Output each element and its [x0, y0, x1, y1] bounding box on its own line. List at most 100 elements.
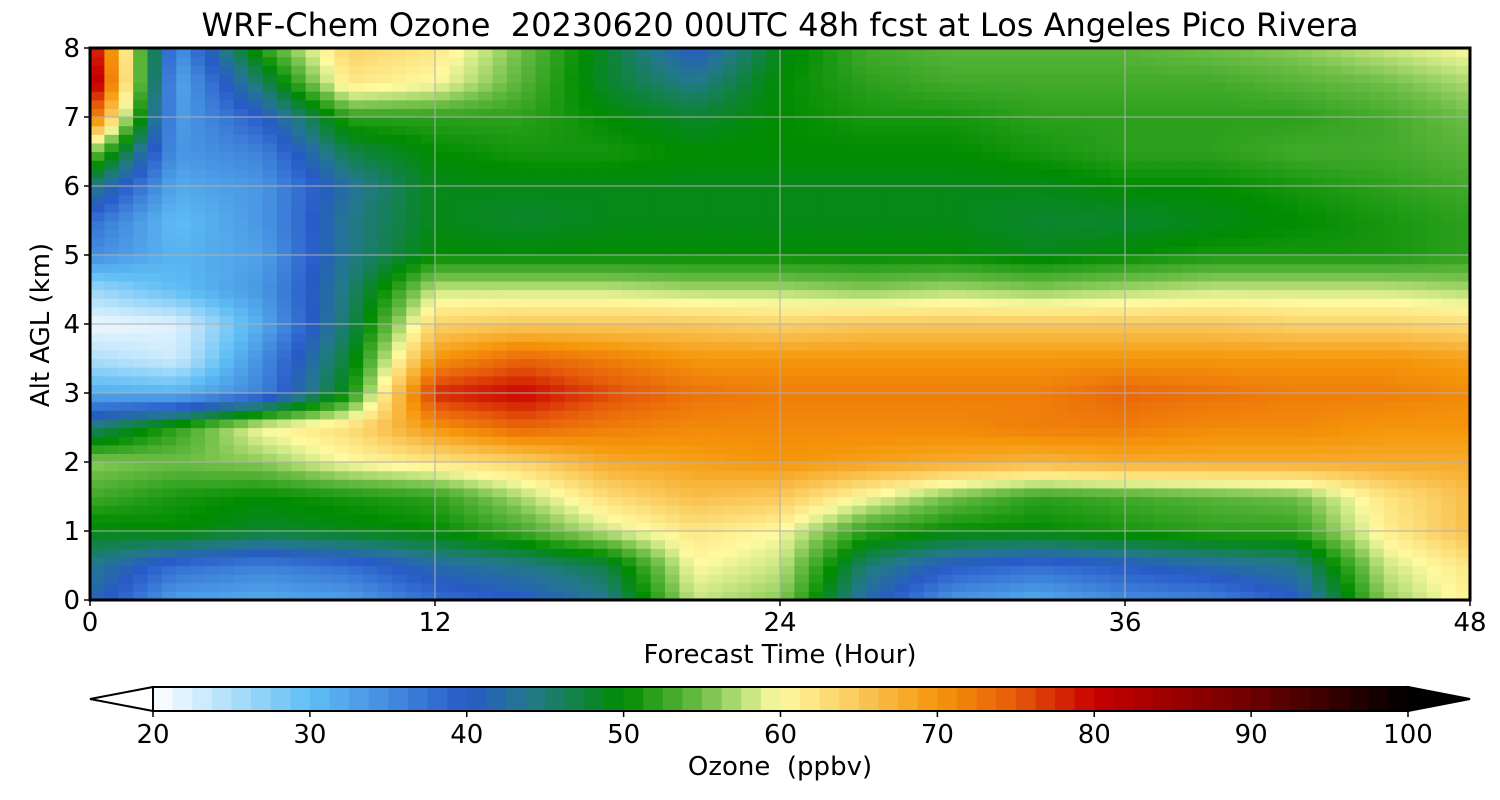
heat-cell [348, 479, 364, 489]
heat-cell [420, 505, 436, 515]
heat-cell [1168, 341, 1184, 351]
heat-cell [550, 289, 565, 299]
heat-cell [1125, 358, 1140, 368]
heat-cell [708, 444, 724, 454]
heat-cell [1398, 462, 1414, 472]
heat-cell [880, 556, 896, 567]
heat-cell [1398, 358, 1414, 368]
heat-cell [492, 272, 508, 282]
heat-cell [248, 358, 264, 368]
heat-cell [1211, 298, 1227, 308]
heat-cell [923, 324, 939, 334]
heat-cell [420, 401, 436, 411]
heat-cell [420, 255, 436, 265]
heat-cell [1240, 375, 1255, 385]
heat-cell [1182, 194, 1198, 204]
heat-cell [420, 246, 436, 256]
heat-cell [118, 375, 134, 385]
heat-cell [1168, 427, 1184, 437]
heat-cell [693, 246, 709, 256]
heat-cell [1441, 401, 1457, 411]
heat-cell [1455, 160, 1470, 170]
heat-cell [161, 211, 177, 222]
heat-cell [104, 427, 120, 437]
heat-cell [1311, 332, 1327, 342]
heat-cell [262, 168, 278, 178]
heat-cell [636, 186, 652, 196]
heat-cell [1081, 436, 1097, 446]
heat-cell [334, 393, 350, 403]
heat-cell [391, 186, 407, 196]
heat-cell [895, 539, 910, 549]
heat-cell [938, 444, 954, 454]
heat-cell [636, 203, 652, 213]
heat-cell [1311, 548, 1327, 558]
heat-cell [1383, 246, 1399, 256]
heat-cell [895, 462, 910, 472]
heat-cell [1038, 384, 1054, 394]
heat-cell [808, 462, 824, 472]
heat-cell [1254, 505, 1270, 515]
heat-cell [161, 358, 177, 368]
heat-cell [535, 211, 551, 222]
heat-cell [248, 255, 264, 265]
heat-cell [478, 280, 494, 291]
heat-cell [780, 582, 795, 592]
heat-cell [391, 289, 407, 299]
heat-cell [449, 479, 465, 489]
heat-cell [966, 505, 982, 515]
heat-cell [535, 332, 551, 342]
heat-cell [363, 332, 379, 342]
heat-cell [492, 479, 508, 489]
heat-cell [1254, 531, 1270, 541]
heat-cell [550, 582, 565, 592]
heat-cell [1038, 151, 1054, 161]
heat-cell [708, 556, 724, 567]
heat-cell [190, 358, 206, 368]
heat-cell [952, 194, 968, 204]
heat-cell [133, 574, 149, 584]
heat-cell [693, 418, 709, 429]
heat-cell [895, 367, 910, 377]
heat-cell [291, 263, 307, 273]
heat-cell [593, 470, 609, 480]
heat-cell [420, 582, 436, 592]
heat-cell [305, 280, 321, 291]
heat-cell [348, 315, 364, 325]
heat-cell [1096, 332, 1112, 342]
heat-cell [205, 505, 220, 515]
heat-cell [1326, 487, 1342, 498]
heat-cell [693, 151, 709, 161]
heat-cell [578, 289, 594, 299]
heat-cell [1268, 462, 1284, 472]
heat-cell [564, 531, 580, 541]
heat-cell [205, 194, 220, 204]
heat-cell [1297, 246, 1313, 256]
heat-cell [895, 565, 910, 575]
heat-cell [449, 505, 465, 515]
heat-cell [765, 436, 781, 446]
heat-cell [708, 237, 724, 247]
heat-cell [909, 548, 925, 558]
heat-cell [1038, 401, 1054, 411]
heat-cell [952, 513, 968, 523]
heat-cell [593, 436, 609, 446]
heat-cell [1024, 220, 1040, 230]
heat-cell [190, 410, 206, 420]
heat-cell [1297, 375, 1313, 385]
heat-cell [851, 513, 867, 523]
heat-cell [1412, 237, 1428, 247]
heat-cell [161, 582, 177, 592]
heat-cell [1268, 548, 1284, 558]
heat-cell [435, 246, 450, 256]
heat-cell [478, 367, 494, 377]
heat-cell [1024, 306, 1040, 316]
heat-cell [765, 177, 781, 187]
heat-cell [104, 505, 120, 515]
heat-cell [851, 505, 867, 515]
heat-cell [219, 375, 235, 385]
heat-cell [1355, 332, 1370, 342]
heat-cell [751, 367, 767, 377]
heat-cell [621, 548, 637, 558]
heat-cell [923, 505, 939, 515]
